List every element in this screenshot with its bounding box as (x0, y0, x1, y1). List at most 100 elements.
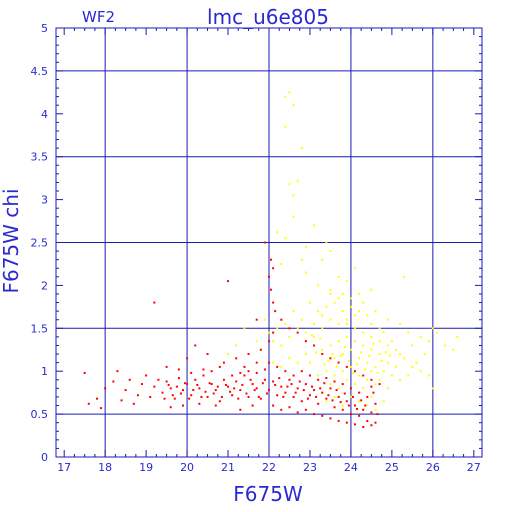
x-tick-label: 21 (221, 461, 235, 474)
data-point (270, 288, 273, 291)
data-point (280, 408, 283, 411)
data-point (321, 327, 324, 330)
data-point (124, 389, 127, 392)
data-point (333, 374, 336, 377)
data-point (362, 425, 365, 428)
data-point (216, 385, 219, 388)
data-point (313, 413, 316, 416)
y-axis-label: F675W chi (0, 188, 23, 293)
data-point (153, 301, 156, 304)
data-point (403, 275, 406, 278)
data-point (210, 383, 213, 386)
data-point (214, 389, 217, 392)
data-point (255, 371, 258, 374)
data-point (354, 404, 357, 407)
data-point (206, 395, 209, 398)
data-point (243, 374, 246, 377)
data-point (255, 318, 258, 321)
data-point (186, 383, 189, 386)
data-point (382, 370, 385, 373)
data-point (284, 125, 287, 128)
data-point (188, 397, 191, 400)
data-point (315, 395, 318, 398)
data-point (239, 371, 242, 374)
data-point (370, 370, 373, 373)
data-point (261, 382, 264, 385)
data-point (276, 327, 279, 330)
data-point (394, 348, 397, 351)
data-point (329, 250, 332, 253)
data-point (227, 353, 230, 356)
data-point (374, 365, 377, 368)
data-point (341, 370, 344, 373)
data-point (190, 394, 193, 397)
data-point (145, 374, 148, 377)
data-point (278, 377, 281, 380)
data-point (372, 391, 375, 394)
y-tick-label: 4 (41, 108, 48, 121)
data-point (452, 348, 455, 351)
data-point (354, 340, 357, 343)
data-point (292, 104, 295, 107)
data-point (321, 258, 324, 261)
data-point (351, 371, 354, 374)
data-point (292, 194, 295, 197)
data-point (313, 224, 316, 227)
data-point (253, 389, 256, 392)
data-point (149, 395, 152, 398)
chart-subtitle: WF2 (82, 8, 115, 26)
data-point (456, 335, 459, 338)
data-point (411, 365, 414, 368)
data-point (263, 241, 266, 244)
data-point (362, 331, 365, 334)
y-tick-label: 5 (41, 22, 48, 35)
data-point (333, 357, 336, 360)
data-point (268, 340, 270, 343)
data-point (323, 382, 326, 385)
data-point (233, 387, 236, 390)
data-point (351, 395, 354, 398)
data-point (296, 179, 299, 182)
data-point (317, 284, 320, 287)
data-point (333, 301, 336, 304)
data-point (313, 389, 316, 392)
data-point (362, 301, 365, 304)
data-point (382, 331, 385, 334)
data-point (364, 368, 367, 371)
data-point (169, 406, 172, 409)
data-point (399, 323, 402, 326)
data-point (247, 370, 250, 373)
data-point (184, 382, 187, 385)
y-tick-label: 0 (41, 451, 48, 464)
data-point (165, 365, 168, 368)
data-point (300, 318, 303, 321)
data-point (296, 411, 299, 414)
data-point (274, 310, 277, 313)
data-point (325, 397, 328, 400)
data-point (370, 288, 373, 291)
data-point (292, 395, 295, 398)
y-tick-label: 3.5 (31, 151, 49, 164)
data-point (290, 383, 293, 386)
data-point (304, 271, 307, 274)
data-point (263, 368, 266, 371)
data-point (224, 383, 227, 386)
data-point (329, 292, 332, 295)
x-tick-label: 22 (262, 461, 276, 474)
data-point (333, 395, 336, 398)
y-tick-labels: 0 0.5 1 1.5 2 2.5 3 3.5 4 4.5 5 (31, 22, 49, 464)
data-point (265, 392, 268, 395)
data-point (181, 404, 184, 407)
data-point (386, 361, 389, 364)
data-point (329, 417, 332, 420)
data-point (370, 348, 373, 351)
data-point (343, 346, 346, 349)
data-point (337, 387, 340, 390)
data-point (247, 395, 250, 398)
x-tick-labels: 17 18 19 20 21 22 23 24 25 26 27 (57, 461, 481, 474)
data-point (280, 385, 283, 388)
data-point (341, 310, 344, 313)
data-point (329, 357, 332, 360)
data-point (268, 361, 270, 364)
